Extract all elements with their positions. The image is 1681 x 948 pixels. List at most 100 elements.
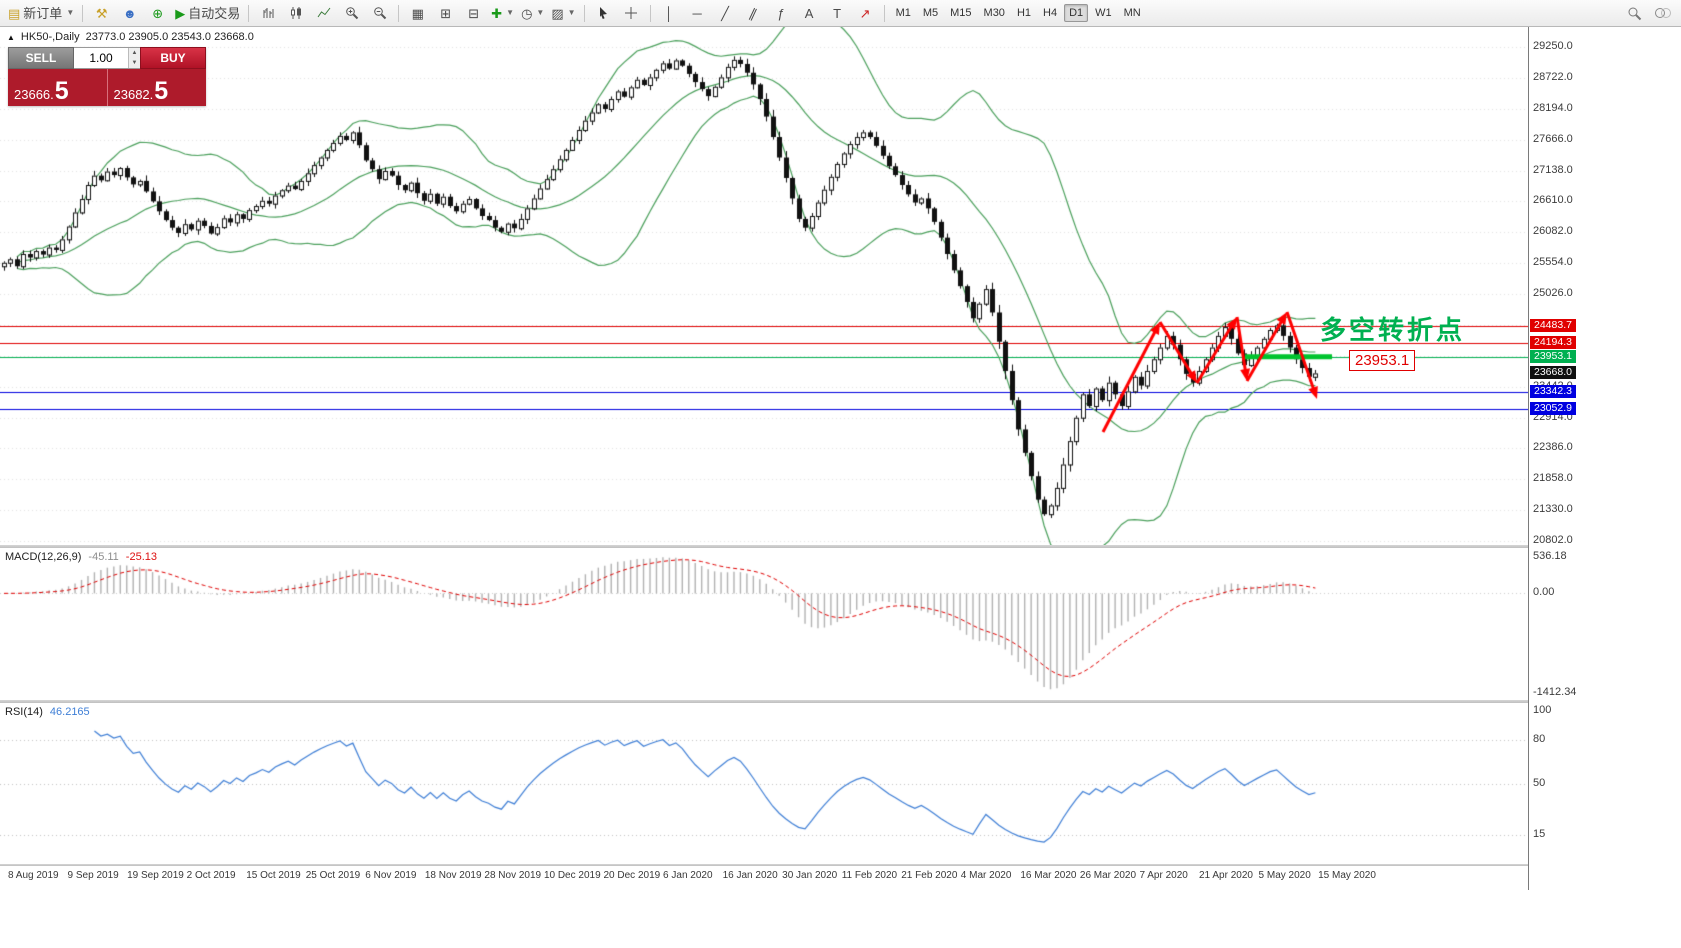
current-price-tag: 23668.0 bbox=[1530, 366, 1576, 380]
tile-windows-icon: ▦ bbox=[411, 5, 424, 21]
fibonacci-tool[interactable]: ƒ bbox=[768, 3, 795, 24]
horizontal-line-tool[interactable]: ─ bbox=[684, 3, 711, 24]
price-line-tag: 24194.3 bbox=[1530, 335, 1576, 349]
label-tool[interactable]: T bbox=[824, 3, 851, 24]
chart-title: ▲ HK50-,Daily 23773.0 23905.0 23543.0 23… bbox=[7, 31, 254, 43]
person-icon: ☻ bbox=[122, 5, 137, 21]
macd-signal-value: -25.13 bbox=[125, 551, 157, 563]
rsi-name: RSI(14) bbox=[5, 706, 43, 718]
auto-scroll-button[interactable]: ⊞ bbox=[432, 3, 459, 24]
one-click-collapse-icon[interactable]: ▲ bbox=[7, 32, 15, 42]
price-line-tag: 24483.7 bbox=[1530, 318, 1576, 332]
profile-button[interactable] bbox=[1649, 3, 1676, 24]
panel-splitter[interactable] bbox=[0, 545, 1681, 548]
timeframe-mn[interactable]: MN bbox=[1123, 7, 1141, 19]
buy-price-main: 23682. bbox=[113, 87, 154, 102]
trendline-icon: ╱ bbox=[721, 5, 729, 21]
price-tick-label: 28722.0 bbox=[1533, 70, 1573, 83]
zoom-out-button[interactable] bbox=[366, 3, 393, 24]
new-order-icon: ▤ bbox=[8, 5, 21, 21]
macd-scale-bottom: -1412.34 bbox=[1533, 686, 1577, 698]
volume-up-icon[interactable]: ▲ bbox=[129, 48, 140, 58]
sell-price[interactable]: 23666. 5 bbox=[8, 69, 107, 106]
tile-windows-button[interactable]: ▦ bbox=[404, 3, 431, 24]
cursor-button[interactable] bbox=[590, 3, 617, 24]
macd-canvas[interactable] bbox=[0, 548, 1528, 700]
price-line-tag: 23342.3 bbox=[1530, 385, 1576, 399]
timeframe-m30[interactable]: M30 bbox=[983, 7, 1005, 19]
crosshair-button[interactable] bbox=[618, 3, 645, 24]
channel-tool[interactable]: ∥ bbox=[740, 3, 767, 24]
timeframe-m1[interactable]: M1 bbox=[895, 7, 911, 19]
channel-icon: ∥ bbox=[746, 4, 760, 22]
zoom-in-button[interactable] bbox=[338, 3, 365, 24]
support-level-label: 23953.1 bbox=[1349, 350, 1416, 371]
date-label: 6 Jan 2020 bbox=[663, 870, 713, 881]
timeframe-h4[interactable]: H4 bbox=[1043, 7, 1058, 19]
price-tick-label: 21330.0 bbox=[1533, 503, 1573, 516]
toolbar-separator bbox=[82, 4, 84, 22]
macd-label: MACD(12,26,9) -45.11 -25.13 bbox=[5, 551, 157, 563]
text-label-icon: T bbox=[833, 5, 842, 21]
panel-splitter[interactable] bbox=[0, 700, 1681, 703]
date-label: 8 Aug 2019 bbox=[8, 870, 59, 881]
sell-button[interactable]: SELL bbox=[8, 47, 74, 69]
timeframe-d1[interactable]: D1 bbox=[1064, 4, 1089, 22]
hammer-icon: ⚒ bbox=[95, 5, 108, 21]
zoom-in-icon bbox=[345, 7, 358, 20]
timeframe-m5[interactable]: M5 bbox=[922, 7, 939, 19]
timeframe-h1[interactable]: H1 bbox=[1016, 7, 1031, 19]
macd-name: MACD(12,26,9) bbox=[5, 551, 82, 563]
candlestick-button[interactable] bbox=[282, 3, 309, 24]
one-click-trading-panel: SELL ▲ ▼ BUY 23666.5 23682.5 bbox=[8, 47, 206, 106]
timeframe-w1[interactable]: W1 bbox=[1095, 7, 1112, 19]
price-tick-label: 27666.0 bbox=[1533, 132, 1573, 145]
trendline-tool[interactable]: ╱ bbox=[712, 3, 739, 24]
rsi-canvas[interactable] bbox=[0, 703, 1528, 864]
community-button[interactable]: ⊕ bbox=[144, 3, 171, 24]
bar-chart-button[interactable] bbox=[254, 3, 281, 24]
macd-value: -45.11 bbox=[88, 551, 119, 563]
date-label: 19 Sep 2019 bbox=[127, 870, 184, 881]
price-line-tag: 23953.1 bbox=[1530, 349, 1576, 363]
toolbar-separator bbox=[248, 4, 250, 22]
line-chart-icon bbox=[317, 7, 331, 18]
chart-shift-button[interactable]: ⊟ bbox=[460, 3, 487, 24]
date-label: 16 Mar 2020 bbox=[1020, 870, 1077, 881]
chevron-down-icon: ▼ bbox=[567, 8, 576, 17]
line-chart-button[interactable] bbox=[310, 3, 337, 24]
timeframe-m15[interactable]: M15 bbox=[950, 7, 972, 19]
toolbar-separator bbox=[398, 4, 400, 22]
volume-input[interactable] bbox=[74, 48, 128, 68]
date-label: 18 Nov 2019 bbox=[424, 870, 482, 881]
indicators-button[interactable]: ✚ ▼ bbox=[488, 3, 517, 24]
periods-button[interactable]: ◷ ▼ bbox=[518, 3, 547, 24]
accounts-button[interactable]: ☻ bbox=[116, 3, 143, 24]
chart-shift-icon: ⊟ bbox=[468, 5, 480, 21]
main-chart-canvas[interactable] bbox=[0, 27, 1528, 545]
search-button[interactable] bbox=[1621, 3, 1648, 24]
symbol-period-label: HK50-,Daily bbox=[20, 31, 80, 43]
two-circles-icon bbox=[1654, 8, 1671, 18]
templates-button[interactable]: ▨ ▼ bbox=[548, 3, 578, 24]
buy-button[interactable]: BUY bbox=[140, 47, 206, 69]
buy-price[interactable]: 23682. 5 bbox=[106, 69, 207, 106]
volume-down-icon[interactable]: ▼ bbox=[129, 58, 140, 68]
date-label: 25 Oct 2019 bbox=[305, 870, 361, 881]
globe-icon: ⊕ bbox=[152, 5, 164, 21]
vertical-line-tool[interactable]: │ bbox=[656, 3, 683, 24]
metaeditor-button[interactable]: ⚒ bbox=[88, 3, 115, 24]
date-label: 11 Feb 2020 bbox=[841, 870, 898, 881]
macd-panel bbox=[0, 548, 1528, 700]
date-label: 4 Mar 2020 bbox=[960, 870, 1012, 881]
autotrading-button[interactable]: ▶ 自动交易 bbox=[172, 3, 243, 24]
rsi-panel bbox=[0, 703, 1528, 864]
new-order-button[interactable]: ▤ 新订单 ▼ bbox=[5, 3, 77, 24]
rsi-value: 46.2165 bbox=[49, 706, 90, 718]
arrows-tool[interactable]: ↗ bbox=[852, 3, 879, 24]
text-icon: A bbox=[804, 5, 814, 21]
play-icon: ▶ bbox=[175, 5, 186, 21]
search-icon bbox=[1628, 7, 1642, 20]
text-tool[interactable]: A bbox=[796, 3, 823, 24]
